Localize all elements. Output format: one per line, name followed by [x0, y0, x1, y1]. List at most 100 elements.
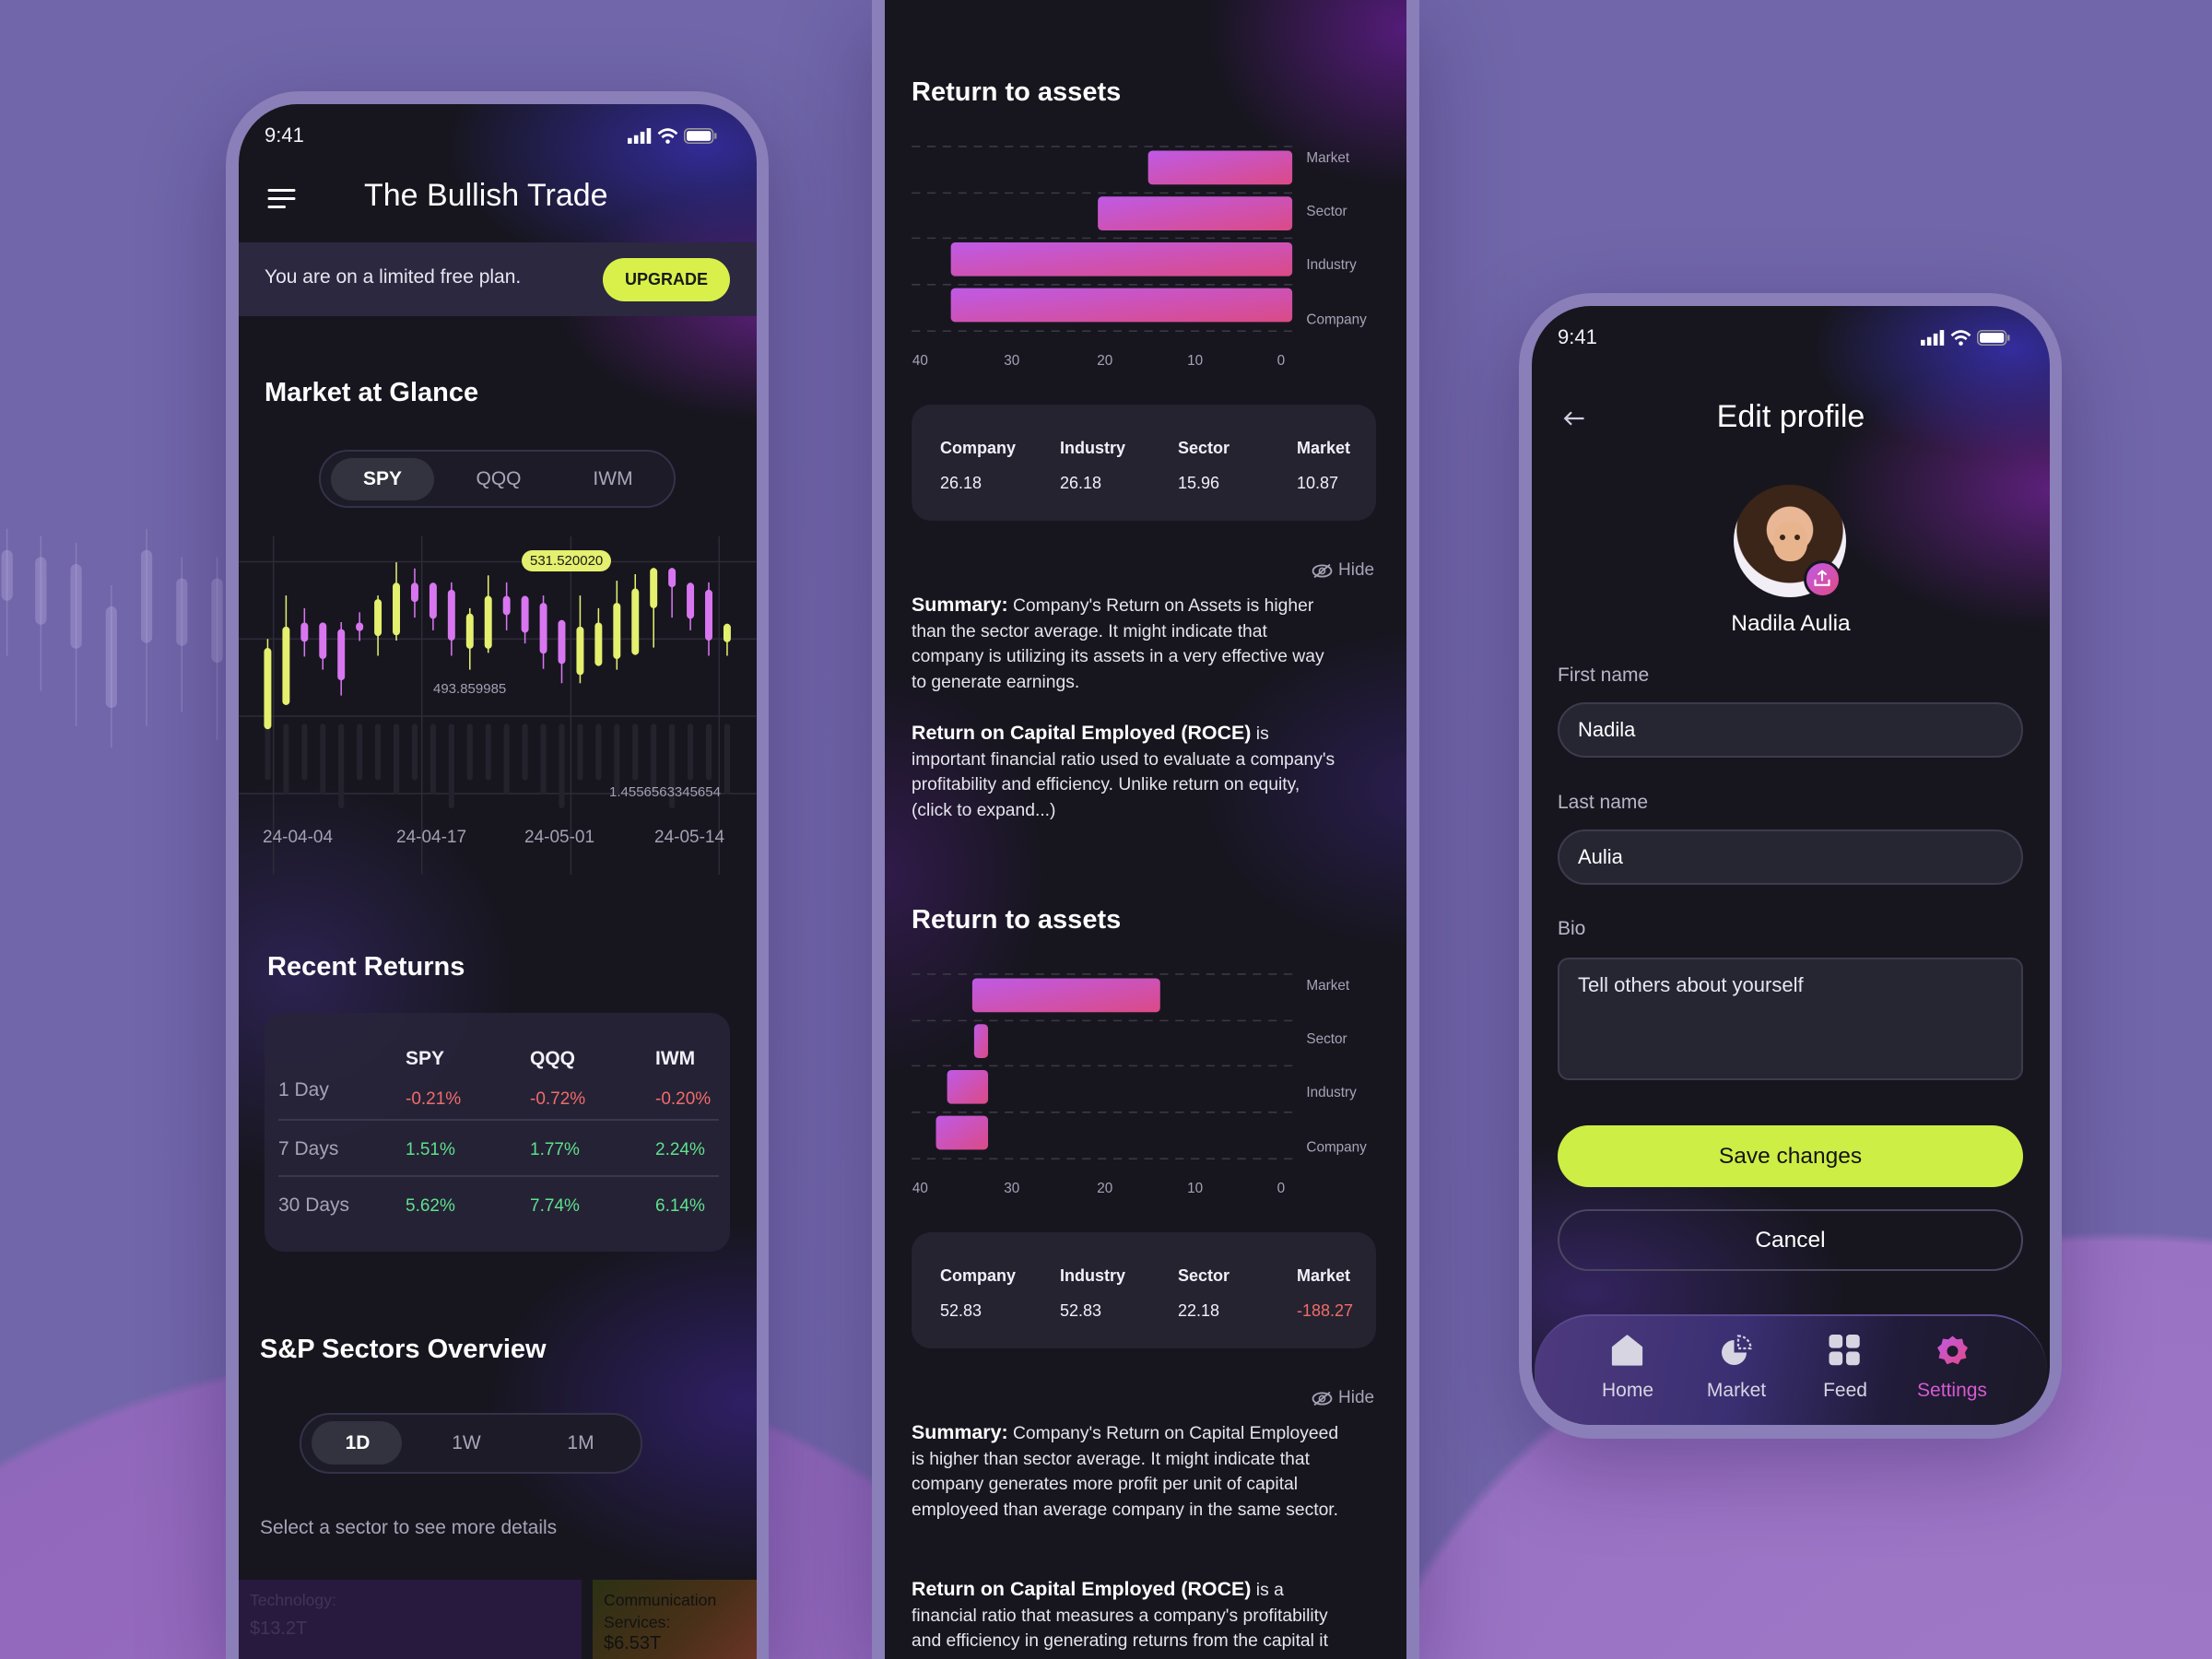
table-header: Company [940, 1266, 1017, 1285]
candle-body[interactable] [393, 582, 400, 636]
decorative-candle [211, 578, 223, 664]
return-value: 5.62% [406, 1196, 455, 1216]
candle-body[interactable] [337, 629, 346, 681]
roce-text[interactable]: Return on Capital Employed (ROCE) is imp… [912, 721, 1342, 823]
col-header-spy: SPY [406, 1048, 445, 1069]
roce-body: is a financial ratio that measures a com… [912, 1581, 1328, 1659]
last-name-input[interactable]: Aulia [1558, 830, 2023, 885]
candle-body[interactable] [687, 582, 695, 619]
bar-sector[interactable] [973, 1024, 989, 1058]
row-label: 7 Days [278, 1138, 339, 1159]
volume-bar [375, 724, 382, 781]
table-header: Industry [1060, 439, 1126, 457]
candle-body[interactable] [631, 588, 640, 655]
candle-body[interactable] [429, 582, 437, 619]
return-bar-chart[interactable]: Market Sector Industry Company 40 30 20 10 0 [903, 961, 1382, 1208]
candle-body[interactable] [319, 622, 327, 660]
bar-sector[interactable] [1098, 196, 1293, 230]
first-name-input[interactable]: Nadila [1558, 702, 2023, 758]
upgrade-button[interactable]: UPGRADE [603, 258, 730, 301]
roce-text[interactable]: Return on Capital Employed (ROCE) is a f… [912, 1577, 1342, 1659]
candle-body[interactable] [613, 603, 621, 660]
hide-button[interactable]: Hide [1312, 560, 1374, 581]
save-changes-button[interactable]: Save changes [1558, 1125, 2023, 1187]
tab-qqq[interactable]: QQQ [476, 467, 522, 489]
nav-settings[interactable]: Settings [1903, 1316, 2002, 1425]
candle-body[interactable] [447, 589, 455, 641]
candlestick-chart[interactable] [239, 536, 757, 875]
nav-label: Home [1601, 1380, 1654, 1401]
return-table: Company 26.18 Industry 26.18 Sector 15.96 M… [912, 405, 1376, 521]
hamburger-menu-icon[interactable] [267, 189, 296, 208]
return-value: 1.51% [406, 1140, 455, 1159]
volume-bar [320, 724, 326, 794]
tab-iwm[interactable]: IWM [593, 467, 633, 489]
candle-body[interactable] [410, 582, 418, 603]
bar-market[interactable] [1147, 150, 1293, 185]
candle-body[interactable] [282, 626, 290, 705]
col-header-qqq: QQQ [530, 1048, 576, 1069]
bio-textarea[interactable]: Tell others about yourself [1558, 958, 2023, 1080]
nav-feed[interactable]: Feed [1796, 1316, 1895, 1425]
category-label: Company [1306, 312, 1367, 328]
cancel-button[interactable]: Cancel [1558, 1209, 2023, 1271]
volume-bar [522, 724, 528, 781]
return-bar-chart[interactable]: Market Sector Industry Company 40 30 20 10 0 [903, 134, 1382, 381]
x-tick: 0 [1277, 1181, 1286, 1196]
bar-market[interactable] [971, 978, 1160, 1013]
bar-industry[interactable] [947, 1069, 989, 1104]
bar-industry[interactable] [950, 241, 1293, 276]
nav-home[interactable]: Home [1579, 1316, 1677, 1425]
return-value: 2.24% [655, 1140, 705, 1159]
sector-tile-technology[interactable]: Technology: $13.2T [239, 1580, 582, 1659]
candle-body[interactable] [484, 595, 492, 649]
return-value: -0.20% [655, 1089, 712, 1109]
volume-bar [485, 724, 491, 781]
candle-body[interactable] [356, 622, 364, 631]
candle-body[interactable] [668, 568, 677, 588]
upload-photo-button[interactable] [1804, 560, 1841, 598]
candle-body[interactable] [650, 568, 658, 608]
candle-body[interactable] [374, 599, 382, 637]
signal-icon [1921, 330, 1945, 346]
wifi-icon [657, 128, 678, 144]
x-tick: 24-05-14 [654, 828, 725, 847]
candle-body[interactable] [300, 622, 309, 642]
tab-spy[interactable]: SPY [362, 467, 403, 489]
upload-icon [1814, 570, 1830, 586]
tab-1m[interactable]: 1M [567, 1432, 594, 1453]
candle-body[interactable] [705, 589, 712, 641]
candle-body[interactable] [558, 619, 566, 665]
candle-body[interactable] [576, 626, 584, 676]
category-label: Market [1306, 150, 1349, 166]
volume-bar [595, 724, 602, 781]
candle-body[interactable] [594, 622, 603, 666]
selected-pill [312, 1421, 402, 1465]
candle-body[interactable] [521, 595, 529, 633]
sector-tile-communication[interactable]: Communication Services: $6.53T [593, 1580, 757, 1659]
hide-button[interactable]: Hide [1312, 1388, 1374, 1408]
row-label: 30 Days [278, 1194, 350, 1216]
candle-body[interactable] [539, 603, 547, 654]
bar-company[interactable] [935, 1115, 989, 1150]
nav-market[interactable]: Market [1688, 1316, 1786, 1425]
candle-body[interactable] [502, 595, 511, 616]
category-label: Industry [1306, 1085, 1357, 1100]
candle-body[interactable] [264, 648, 272, 730]
bar-company[interactable] [950, 288, 1293, 323]
x-tick: 30 [1004, 1181, 1019, 1196]
tab-1d[interactable]: 1D [345, 1432, 371, 1453]
home-icon [1611, 1335, 1643, 1366]
volume-bar [338, 724, 345, 809]
trade-screen: 9:41 The Bullish Trade You are on a limi… [239, 104, 757, 1659]
back-arrow-icon[interactable] [1563, 410, 1585, 427]
sector-hint: Select a sector to see more details [260, 1517, 558, 1538]
x-tick: 24-05-01 [524, 828, 595, 847]
category-label: Sector [1306, 1031, 1347, 1047]
first-name-label: First name [1558, 665, 1650, 686]
candle-body[interactable] [723, 623, 731, 642]
nav-label: Market [1706, 1380, 1767, 1401]
tab-1w[interactable]: 1W [452, 1432, 481, 1453]
candle-body[interactable] [465, 613, 474, 649]
x-tick: 10 [1187, 1181, 1203, 1196]
